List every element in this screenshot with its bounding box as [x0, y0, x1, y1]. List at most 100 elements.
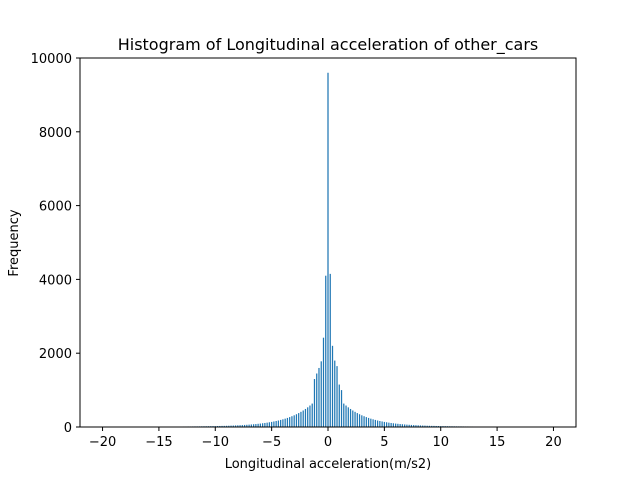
histogram-bar — [309, 405, 311, 427]
x-tick-label: 5 — [380, 435, 388, 450]
histogram-bar — [329, 273, 331, 427]
x-tick-label: 20 — [545, 435, 562, 450]
histogram-bar — [300, 411, 302, 427]
histogram-bar — [401, 424, 404, 427]
histogram-bar — [311, 403, 313, 427]
histogram-bar — [271, 421, 273, 427]
histogram-bar — [275, 420, 277, 427]
histogram-bar — [358, 414, 361, 427]
histogram-bar — [334, 360, 336, 427]
histogram-bar — [234, 425, 237, 427]
histogram-bar — [415, 425, 417, 427]
histogram-bar — [331, 345, 334, 427]
histogram-bar — [322, 337, 325, 427]
histogram-bar — [370, 418, 372, 427]
y-tick-label: 8000 — [39, 126, 72, 141]
histogram-bar — [277, 420, 280, 427]
histogram-bar — [219, 425, 221, 427]
x-tick-label: −20 — [89, 435, 116, 450]
histogram-bar — [248, 424, 250, 427]
histogram-bar — [225, 425, 228, 427]
histogram-bar — [228, 425, 230, 427]
histogram-bar — [433, 425, 435, 427]
histogram-bar — [381, 421, 383, 427]
histogram-bar — [262, 423, 264, 427]
x-tick-label: 15 — [489, 435, 506, 450]
x-tick-label: −5 — [262, 435, 281, 450]
histogram-bar — [338, 384, 340, 427]
histogram-bar — [419, 425, 422, 427]
histogram-bar — [230, 425, 232, 427]
histogram-bar — [221, 425, 223, 427]
histogram-bar — [435, 425, 437, 427]
histogram-bar — [307, 407, 309, 427]
histogram-bar — [426, 425, 428, 427]
histogram-bar — [376, 420, 379, 427]
histogram-bar — [232, 425, 234, 427]
histogram-bar — [257, 423, 259, 427]
histogram-bar — [372, 419, 374, 427]
y-tick-label: 10000 — [31, 52, 72, 67]
histogram-bar — [243, 424, 246, 427]
histogram-bar — [259, 423, 261, 427]
histogram-bar — [286, 417, 289, 427]
histogram-bar — [379, 420, 381, 427]
histogram-bar — [365, 417, 367, 427]
histogram-bar — [327, 72, 329, 427]
chart-title: Histogram of Longitudinal acceleration o… — [118, 35, 539, 55]
histogram-bar — [399, 424, 401, 427]
x-tick-label: 10 — [432, 435, 449, 450]
histogram-bar — [374, 419, 376, 427]
histogram-bar — [268, 422, 270, 427]
histogram-bar — [223, 425, 225, 427]
histogram-bar — [422, 425, 424, 427]
histogram-bar — [316, 373, 318, 427]
histogram-bar — [428, 425, 431, 427]
histogram-bar — [336, 366, 338, 427]
x-axis: −20 −15 −10 −5 0 5 10 15 20 — [89, 427, 562, 450]
histogram-bar — [347, 407, 349, 427]
histogram-bar — [408, 424, 410, 427]
histogram-bar — [266, 422, 268, 427]
histogram-bar — [282, 419, 284, 427]
histogram-bar — [304, 408, 307, 427]
histogram-bar — [295, 414, 298, 427]
y-axis: 0 2000 4000 6000 8000 10000 — [31, 52, 80, 436]
histogram-bar — [255, 424, 257, 427]
histogram-bar — [356, 413, 358, 427]
histogram-bar — [406, 424, 408, 427]
histogram-bar — [404, 424, 406, 427]
histogram-bar — [250, 424, 252, 427]
x-tick-label: −15 — [145, 435, 172, 450]
histogram-bar — [293, 415, 295, 427]
histogram-bar — [239, 425, 241, 427]
histogram-bar — [354, 411, 356, 427]
histogram-bar — [325, 275, 327, 427]
histogram-bar — [291, 416, 293, 427]
histogram-bar — [284, 418, 286, 427]
histogram-bar — [313, 379, 316, 427]
histogram-bar — [417, 425, 419, 427]
histogram-bar — [367, 417, 370, 427]
histogram-bar — [302, 410, 304, 427]
histogram-bar — [345, 405, 347, 427]
histogram-bar — [237, 425, 239, 427]
histogram-bar — [340, 390, 343, 427]
histogram-bar — [289, 417, 291, 427]
histogram-bar — [431, 425, 433, 427]
histogram-bar — [361, 415, 363, 427]
histogram-bar — [410, 424, 413, 427]
x-tick-label: −10 — [202, 435, 229, 450]
x-axis-label: Longitudinal acceleration(m/s2) — [225, 457, 432, 472]
y-tick-label: 4000 — [39, 273, 72, 288]
histogram-bar — [390, 422, 392, 427]
histogram-bar — [424, 425, 426, 427]
histogram-bar — [349, 408, 352, 427]
histogram-bar — [352, 410, 354, 427]
histogram-bar — [273, 421, 275, 427]
y-axis-label: Frequency — [7, 209, 22, 276]
histogram-bar — [241, 425, 243, 427]
x-tick-label: 0 — [324, 435, 332, 450]
